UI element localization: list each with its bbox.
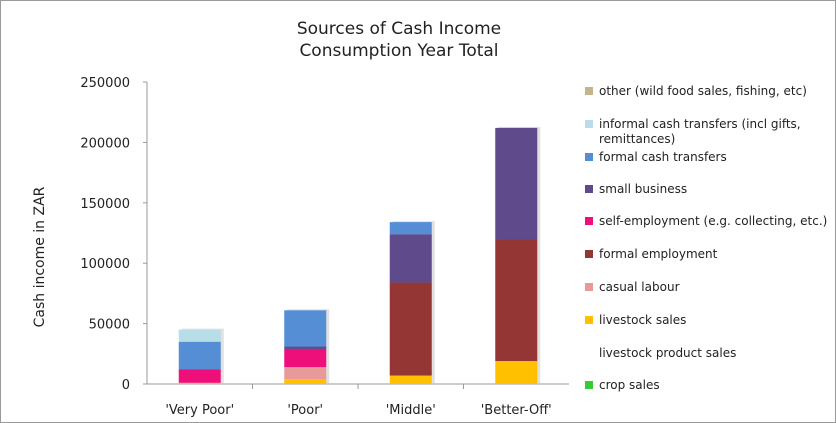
bar-segment bbox=[389, 222, 432, 235]
y-axis-label: Cash income in ZAR bbox=[32, 186, 48, 328]
y-tick-label: 150000 bbox=[80, 197, 130, 212]
bar-segment bbox=[284, 348, 327, 368]
legend-label: other (wild food sales, fishing, etc) bbox=[599, 84, 807, 98]
legend-label: self-employment (e.g. collecting, etc.) bbox=[599, 214, 828, 228]
legend-swatch bbox=[585, 185, 593, 193]
bar-segment bbox=[495, 239, 538, 362]
bar-segment bbox=[284, 346, 327, 349]
x-tick-label: 'Poor' bbox=[287, 403, 323, 418]
legend-swatch bbox=[585, 316, 593, 324]
x-tick-label: 'Middle' bbox=[386, 403, 436, 418]
chart-legend: other (wild food sales, fishing, etc) inf… bbox=[585, 1, 835, 422]
legend-swatch bbox=[585, 349, 593, 357]
legend-swatch bbox=[585, 217, 593, 225]
legend-label: livestock product sales bbox=[599, 346, 737, 360]
y-tick-label: 0 bbox=[122, 378, 130, 393]
legend-swatch bbox=[585, 381, 593, 389]
legend-label: informal cash transfers (incl gifts, rem… bbox=[599, 117, 801, 146]
y-tick-label: 200000 bbox=[80, 136, 130, 151]
bar-segment bbox=[495, 127, 538, 240]
bar-segment bbox=[495, 361, 538, 384]
bar-segment bbox=[389, 375, 432, 384]
chart-title-line-1: Sources of Cash Income bbox=[296, 19, 502, 39]
y-tick-label: 250000 bbox=[80, 76, 130, 91]
legend-label: crop sales bbox=[599, 378, 660, 392]
bar-segment bbox=[284, 367, 327, 380]
legend-swatch bbox=[585, 87, 593, 95]
bar-segment bbox=[284, 310, 327, 347]
legend-label: formal cash transfers bbox=[599, 150, 727, 164]
bar-segment bbox=[178, 382, 221, 384]
legend-swatch bbox=[585, 250, 593, 258]
y-tick-label: 100000 bbox=[80, 257, 130, 272]
bar-segment bbox=[178, 369, 221, 383]
legend-swatch bbox=[585, 283, 593, 291]
bar-segment bbox=[178, 341, 221, 370]
legend-label: casual labour bbox=[599, 280, 680, 294]
bar-segment bbox=[389, 234, 432, 283]
x-tick-label: 'Better-Off' bbox=[481, 403, 552, 418]
y-tick-label: 50000 bbox=[89, 318, 130, 333]
legend-label: small business bbox=[599, 182, 688, 196]
chart-title-line-2: Consumption Year Total bbox=[299, 41, 499, 61]
legend-swatch bbox=[585, 153, 593, 161]
legend-label: livestock sales bbox=[599, 313, 687, 327]
bar-segment bbox=[389, 282, 432, 376]
legend-swatch bbox=[585, 120, 593, 128]
bar-segment bbox=[284, 379, 327, 384]
bar-segment bbox=[178, 329, 221, 342]
x-tick-label: 'Very Poor' bbox=[165, 403, 234, 418]
legend-label: formal employment bbox=[599, 247, 718, 261]
